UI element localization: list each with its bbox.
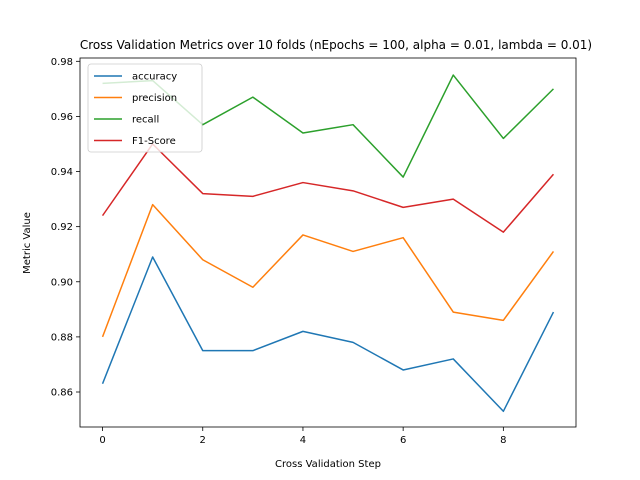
- series-line-precision: [101, 203, 555, 338]
- y-tick-label: 0.88: [51, 332, 73, 343]
- axes-frame: [79, 57, 577, 428]
- legend-label: precision: [132, 93, 177, 104]
- legend: accuracy precision recall F1-Score: [87, 63, 203, 153]
- legend-label: accuracy: [132, 72, 177, 83]
- x-tick-label: 4: [300, 435, 306, 446]
- x-tick-label: 6: [400, 435, 406, 446]
- y-tick-label: 0.98: [51, 57, 73, 68]
- chart-title: Cross Validation Metrics over 10 folds (…: [80, 38, 592, 52]
- y-tick-label: 0.86: [51, 388, 73, 399]
- x-axis-label: Cross Validation Step: [275, 459, 381, 470]
- y-tick-label: 0.92: [51, 222, 73, 233]
- y-axis-label: Metric Value: [22, 212, 33, 274]
- legend-label: F1-Score: [132, 136, 176, 147]
- legend-label: recall: [132, 115, 159, 126]
- y-tick-label: 0.94: [51, 167, 73, 178]
- x-tick-label: 2: [200, 435, 206, 446]
- x-tick-label: 0: [99, 435, 105, 446]
- x-tick-label: 8: [500, 435, 506, 446]
- legend-box: [87, 63, 203, 153]
- y-tick-label: 0.96: [51, 112, 73, 123]
- series-line-f1-score: [101, 143, 555, 233]
- y-tick-label: 0.90: [51, 277, 73, 288]
- series-line-accuracy: [101, 256, 555, 413]
